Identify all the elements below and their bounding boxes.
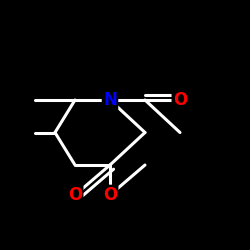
Text: O: O <box>173 91 187 109</box>
Text: O: O <box>103 186 117 204</box>
Text: O: O <box>68 186 82 204</box>
Text: N: N <box>103 91 117 109</box>
